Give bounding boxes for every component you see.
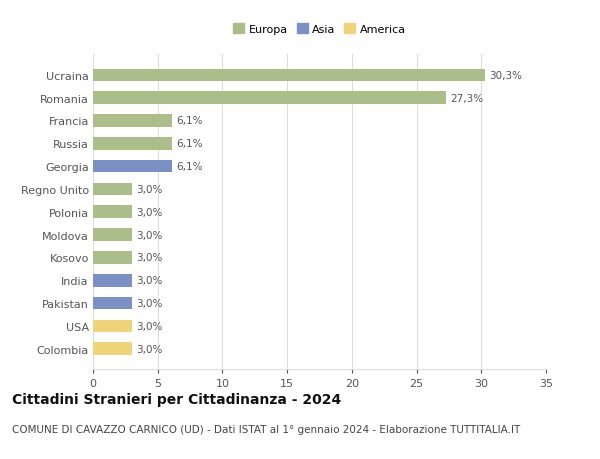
Bar [93, 320, 132, 332]
Bar [93, 115, 172, 128]
Text: COMUNE DI CAVAZZO CARNICO (UD) - Dati ISTAT al 1° gennaio 2024 - Elaborazione TU: COMUNE DI CAVAZZO CARNICO (UD) - Dati IS… [12, 425, 520, 435]
Text: 3,0%: 3,0% [136, 253, 162, 263]
Bar [93, 92, 446, 105]
Text: 3,0%: 3,0% [136, 344, 162, 354]
Text: 3,0%: 3,0% [136, 321, 162, 331]
Text: 27,3%: 27,3% [450, 94, 484, 103]
Bar [93, 69, 485, 82]
Text: 30,3%: 30,3% [489, 71, 522, 81]
Text: 3,0%: 3,0% [136, 275, 162, 285]
Text: 6,1%: 6,1% [176, 162, 202, 172]
Bar [93, 206, 132, 218]
Bar [93, 138, 172, 150]
Bar [93, 343, 132, 355]
Text: 3,0%: 3,0% [136, 230, 162, 240]
Text: 3,0%: 3,0% [136, 185, 162, 195]
Text: Cittadini Stranieri per Cittadinanza - 2024: Cittadini Stranieri per Cittadinanza - 2… [12, 392, 341, 406]
Text: 3,0%: 3,0% [136, 207, 162, 217]
Bar [93, 229, 132, 241]
Bar [93, 274, 132, 287]
Bar [93, 183, 132, 196]
Text: 6,1%: 6,1% [176, 139, 202, 149]
Bar [93, 297, 132, 310]
Bar [93, 161, 172, 173]
Text: 6,1%: 6,1% [176, 116, 202, 126]
Legend: Europa, Asia, America: Europa, Asia, America [229, 20, 410, 39]
Text: 3,0%: 3,0% [136, 298, 162, 308]
Bar [93, 252, 132, 264]
